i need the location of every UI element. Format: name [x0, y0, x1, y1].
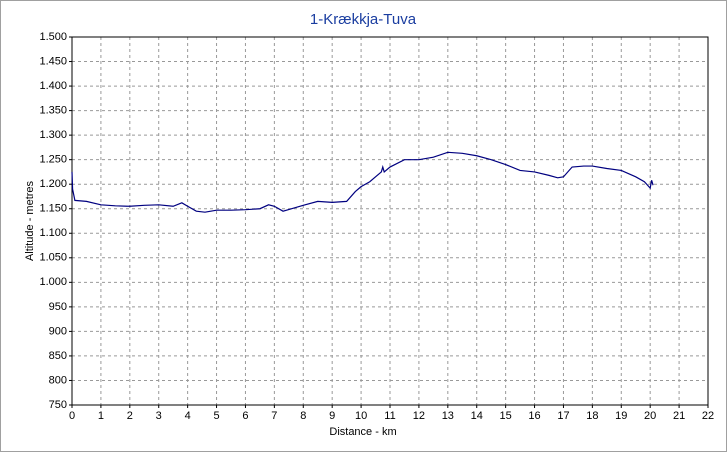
x-axis-label: Distance - km [329, 426, 396, 438]
x-tick-label: 4 [185, 410, 191, 422]
y-tick-label: 750 [49, 399, 67, 411]
y-axis-label: Altitude - metres [24, 180, 36, 261]
x-tick-label: 6 [242, 410, 248, 422]
x-tick-label: 19 [615, 410, 627, 422]
plot-border [71, 36, 709, 406]
x-tick-label: 9 [329, 410, 335, 422]
x-tick-label: 18 [586, 410, 598, 422]
x-tick-label: 12 [413, 410, 425, 422]
y-tick-label: 1.200 [39, 178, 67, 190]
y-tick-label: 1.350 [39, 105, 67, 117]
y-tick-label: 1.500 [39, 31, 67, 43]
y-tick-label: 900 [49, 325, 67, 337]
x-tick-label: 17 [557, 410, 569, 422]
y-tick-label: 850 [49, 350, 67, 362]
x-tick-label: 21 [673, 410, 685, 422]
x-tick-label: 16 [528, 410, 540, 422]
y-tick-label: 1.300 [39, 129, 67, 141]
x-tick-label: 14 [471, 410, 483, 422]
x-tick-label: 7 [271, 410, 277, 422]
x-tick-label: 1 [98, 410, 104, 422]
x-tick-label: 13 [442, 410, 454, 422]
y-tick-label: 950 [49, 301, 67, 313]
x-tick-label: 22 [702, 410, 714, 422]
chart-title: 1-Krækkja-Tuva [310, 11, 417, 28]
x-tick-label: 2 [127, 410, 133, 422]
x-tick-label: 10 [355, 410, 367, 422]
y-tick-label: 1.250 [39, 154, 67, 166]
x-tick-label: 5 [213, 410, 219, 422]
x-tick-label: 0 [69, 410, 75, 422]
x-tick-label: 3 [156, 410, 162, 422]
x-tick-label: 15 [500, 410, 512, 422]
y-tick-label: 800 [49, 374, 67, 386]
x-tick-label: 20 [644, 410, 656, 422]
x-tick-label: 8 [300, 410, 306, 422]
y-tick-label: 1.000 [39, 276, 67, 288]
y-tick-label: 1.150 [39, 203, 67, 215]
y-tick-label: 1.050 [39, 252, 67, 264]
y-tick-label: 1.400 [39, 80, 67, 92]
x-tick-label: 11 [384, 410, 395, 422]
y-tick-label: 1.100 [39, 227, 67, 239]
altitude-line [71, 151, 654, 213]
y-tick-label: 1.450 [39, 55, 67, 67]
